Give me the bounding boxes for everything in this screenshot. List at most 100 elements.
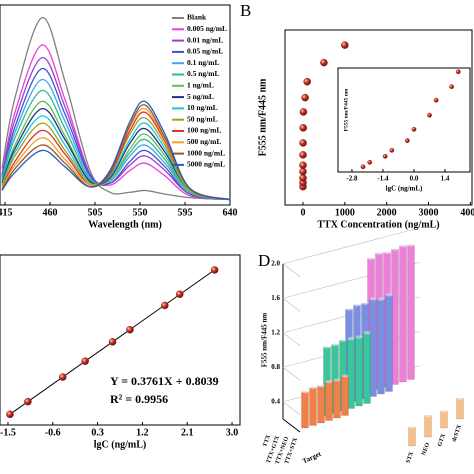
bar [301, 391, 309, 429]
legend-label: 1 ng/mL [187, 81, 214, 90]
annotation: Y = 0.3761X + 0.8039 [110, 374, 219, 388]
y-tick-label: 0.8 [271, 363, 280, 371]
bar [317, 385, 325, 424]
bar-top [456, 396, 464, 400]
legend-label: 5000 ng/mL [187, 160, 225, 169]
x-tick-label: 0 [300, 207, 305, 218]
annotation: R² = 0.9956 [110, 392, 168, 406]
spectrum-line [1, 44, 231, 201]
data-point [301, 93, 309, 102]
x-tick-label: 1.2 [136, 427, 149, 438]
data-point [320, 58, 328, 67]
data-point [6, 410, 14, 419]
inset-y-label: F555 nm/F445 nm [343, 88, 349, 131]
inset-frame [337, 67, 471, 173]
data-point [411, 126, 417, 132]
data-point [210, 266, 219, 274]
grid-line [282, 367, 301, 381]
y-tick-label: 2.0 [271, 259, 280, 267]
data-point [299, 167, 307, 176]
legend-label: 0.01 ng/mL [187, 35, 223, 44]
x-tick-label: 640 [223, 207, 238, 218]
legend-label: 0.05 ng/mL [187, 47, 223, 56]
x-tick-label: 0.0 [410, 175, 419, 183]
spectrum-line [1, 17, 231, 201]
data-point [58, 373, 67, 381]
legend-label: 100 ng/mL [187, 126, 221, 135]
grid-line [282, 227, 421, 265]
bar [325, 381, 333, 421]
x-tick-label: 0.3 [91, 427, 104, 438]
x-tick-label: 3.0 [226, 427, 239, 438]
bar [333, 379, 341, 419]
bar-top [317, 384, 325, 388]
bar-top [325, 380, 333, 384]
side-label: STX [406, 450, 416, 464]
legend-label: 0.1 ng/mL [187, 58, 220, 67]
bar-top [347, 337, 355, 341]
legend-label: 500 ng/mL [187, 137, 221, 146]
bar [399, 245, 407, 383]
bar-top [309, 385, 317, 390]
bar [347, 338, 355, 409]
bar-top [375, 251, 383, 255]
data-point [24, 397, 32, 406]
bar-top [355, 335, 363, 339]
legend-label: 0.005 ng/mL [187, 24, 227, 33]
side-label: GTX [437, 432, 447, 447]
y-axis-label: F555 nm/F445 nm [257, 78, 268, 156]
bar-top [399, 244, 407, 248]
spectrum-line [1, 104, 231, 201]
data-point [449, 84, 455, 90]
depth-axis [282, 418, 301, 433]
bar-top [377, 297, 385, 301]
legend-label: 1000 ng/mL [187, 148, 225, 157]
bar-top [367, 256, 375, 260]
bar [377, 298, 385, 395]
y-tick-label: 1.2 [271, 328, 280, 336]
bar [385, 294, 393, 392]
data-point [382, 153, 388, 159]
row-label: TTX [262, 433, 272, 447]
data-point [161, 301, 169, 310]
data-point [299, 161, 307, 170]
bar-top [363, 331, 371, 335]
data-point [455, 69, 461, 75]
bar-top [385, 293, 393, 297]
x-tick-label: 550 [133, 207, 148, 218]
data-point [389, 147, 395, 153]
spectrum-line [1, 78, 231, 201]
data-point [433, 97, 439, 103]
bar [456, 398, 464, 420]
bar [355, 336, 363, 407]
y-tick-label: 0.4 [271, 397, 280, 405]
x-tick-label: 595 [178, 207, 193, 218]
x-axis-label: TTX Concentration (ng/mL) [317, 219, 439, 230]
bar-top [323, 345, 331, 349]
spectrum-line [1, 100, 231, 201]
bar [309, 387, 317, 426]
x-tick-label: -0.6 [45, 427, 61, 438]
data-point [303, 77, 311, 86]
spectrum-line [1, 67, 231, 201]
side-label: dcSTX [451, 423, 463, 442]
data-point [299, 139, 307, 147]
legend-label: 50 ng/mL [187, 114, 218, 123]
spectrum-line [1, 100, 231, 201]
bar-top [353, 303, 361, 307]
data-point [299, 151, 307, 159]
data-point [360, 164, 366, 170]
x-tick-label: -1.5 [0, 427, 16, 438]
legend-label: 0.5 ng/mL [187, 69, 220, 78]
grid-line [282, 332, 301, 346]
grid-line [282, 401, 301, 415]
bar [440, 410, 448, 429]
bar-top [331, 342, 339, 347]
y-tick-label: 1.6 [271, 294, 280, 302]
bar [363, 332, 371, 404]
bar-top [424, 413, 432, 418]
plot-frame [0, 254, 241, 426]
x-tick-label: 415 [0, 207, 13, 218]
data-point [341, 41, 349, 49]
y-axis-label: F555 nm/F445 nm [261, 313, 269, 368]
